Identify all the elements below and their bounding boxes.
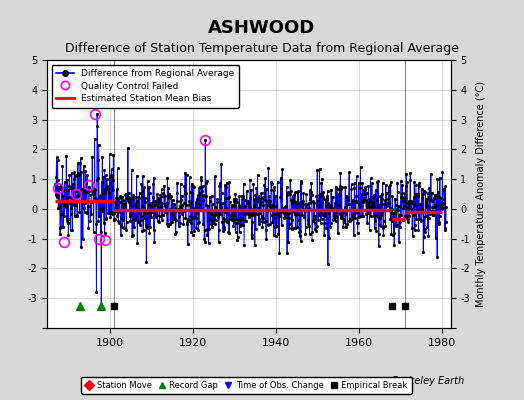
Text: Berkeley Earth: Berkeley Earth bbox=[391, 376, 464, 386]
Legend: Difference from Regional Average, Quality Control Failed, Estimated Station Mean: Difference from Regional Average, Qualit… bbox=[52, 64, 239, 108]
Legend: Station Move, Record Gap, Time of Obs. Change, Empirical Break: Station Move, Record Gap, Time of Obs. C… bbox=[81, 376, 411, 394]
Text: ASHWOOD: ASHWOOD bbox=[209, 19, 315, 37]
Text: Difference of Station Temperature Data from Regional Average: Difference of Station Temperature Data f… bbox=[65, 42, 459, 55]
Y-axis label: Monthly Temperature Anomaly Difference (°C): Monthly Temperature Anomaly Difference (… bbox=[476, 81, 486, 307]
